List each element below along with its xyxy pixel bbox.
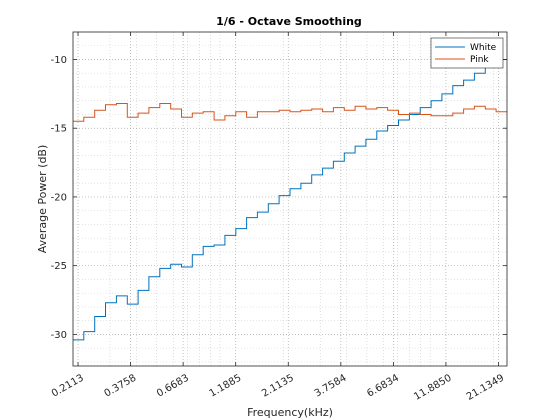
series-line-white: [73, 59, 507, 341]
y-tick-label: -20: [51, 192, 67, 203]
y-tick-label: -15: [51, 124, 67, 135]
y-tick-label: -10: [51, 55, 67, 66]
y-tick-label: -25: [51, 261, 67, 272]
plot-area: [73, 32, 507, 366]
x-axis-label: Frequency(kHz): [247, 406, 333, 419]
plot-frame: [72, 31, 508, 367]
legend-label-pink: Pink: [470, 55, 489, 65]
legend: White Pink: [430, 37, 504, 69]
series-layer: [73, 59, 507, 341]
grid: [73, 31, 507, 366]
series-line-pink: [73, 103, 507, 122]
y-axis: -30 -25 -20 -15 -10: [51, 55, 507, 341]
legend-label-white: White: [470, 43, 497, 53]
chart-title: 1/6 - Octave Smoothing: [216, 15, 362, 28]
y-axis-label: Average Power (dB): [36, 145, 49, 254]
y-tick-label: -30: [51, 330, 67, 341]
legend-box: [430, 37, 504, 69]
